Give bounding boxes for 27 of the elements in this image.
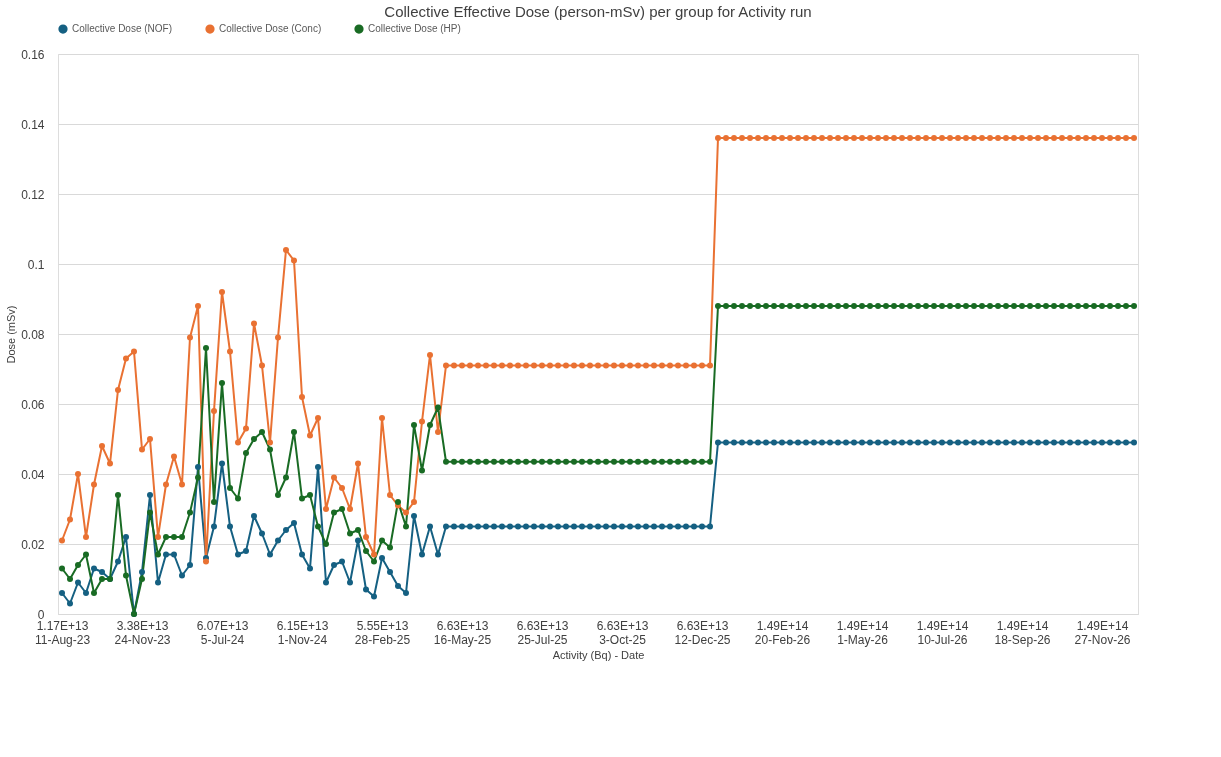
y-tick-label: 0.12 — [21, 187, 45, 202]
x-tick-label: 5.55E+13 28-Feb-25 — [354, 618, 411, 647]
y-tick-label: 0.04 — [21, 467, 45, 482]
x-tick-label: 6.07E+13 5-Jul-24 — [196, 618, 249, 647]
x-tick-label: 6.63E+13 16-May-25 — [433, 618, 492, 647]
y-tick-label: 0.1 — [27, 257, 45, 272]
x-axis-title: Activity (Bq) - Date — [552, 648, 645, 661]
x-tick-label: 6.63E+13 3-Oct-25 — [596, 618, 649, 647]
x-tick-label: 6.15E+13 1-Nov-24 — [276, 618, 329, 647]
y-tick-label: 0.02 — [21, 537, 45, 552]
x-tick-label: 6.63E+13 25-Jul-25 — [516, 618, 569, 647]
y-axis-title: Dose (mSv) — [5, 305, 18, 364]
x-tick-label: 3.38E+13 24-Nov-23 — [114, 618, 171, 647]
y-tick-label: 0.06 — [21, 397, 45, 412]
legend-label: Collective Dose (HP) — [368, 23, 461, 35]
legend-label: Collective Dose (Conc) — [219, 23, 322, 35]
y-tick-label: 0.08 — [21, 327, 45, 342]
x-tick-label: 1.49E+14 27-Nov-26 — [1074, 618, 1131, 647]
x-tick-label: 1.49E+14 10-Jul-26 — [916, 618, 969, 647]
y-tick-label: 0.16 — [21, 47, 45, 62]
y-tick-label: 0.14 — [21, 117, 45, 132]
chart-title: Collective Effective Dose (person-mSv) per group for Activity run — [384, 3, 812, 20]
x-tick-label: 1.49E+14 18-Sep-26 — [994, 618, 1051, 647]
x-tick-label: 6.63E+13 12-Dec-25 — [674, 618, 731, 647]
legend-label: Collective Dose (NOF) — [72, 23, 173, 35]
x-tick-label: 1.49E+14 20-Feb-26 — [754, 618, 811, 647]
x-tick-label: 1.49E+14 1-May-26 — [836, 618, 889, 647]
